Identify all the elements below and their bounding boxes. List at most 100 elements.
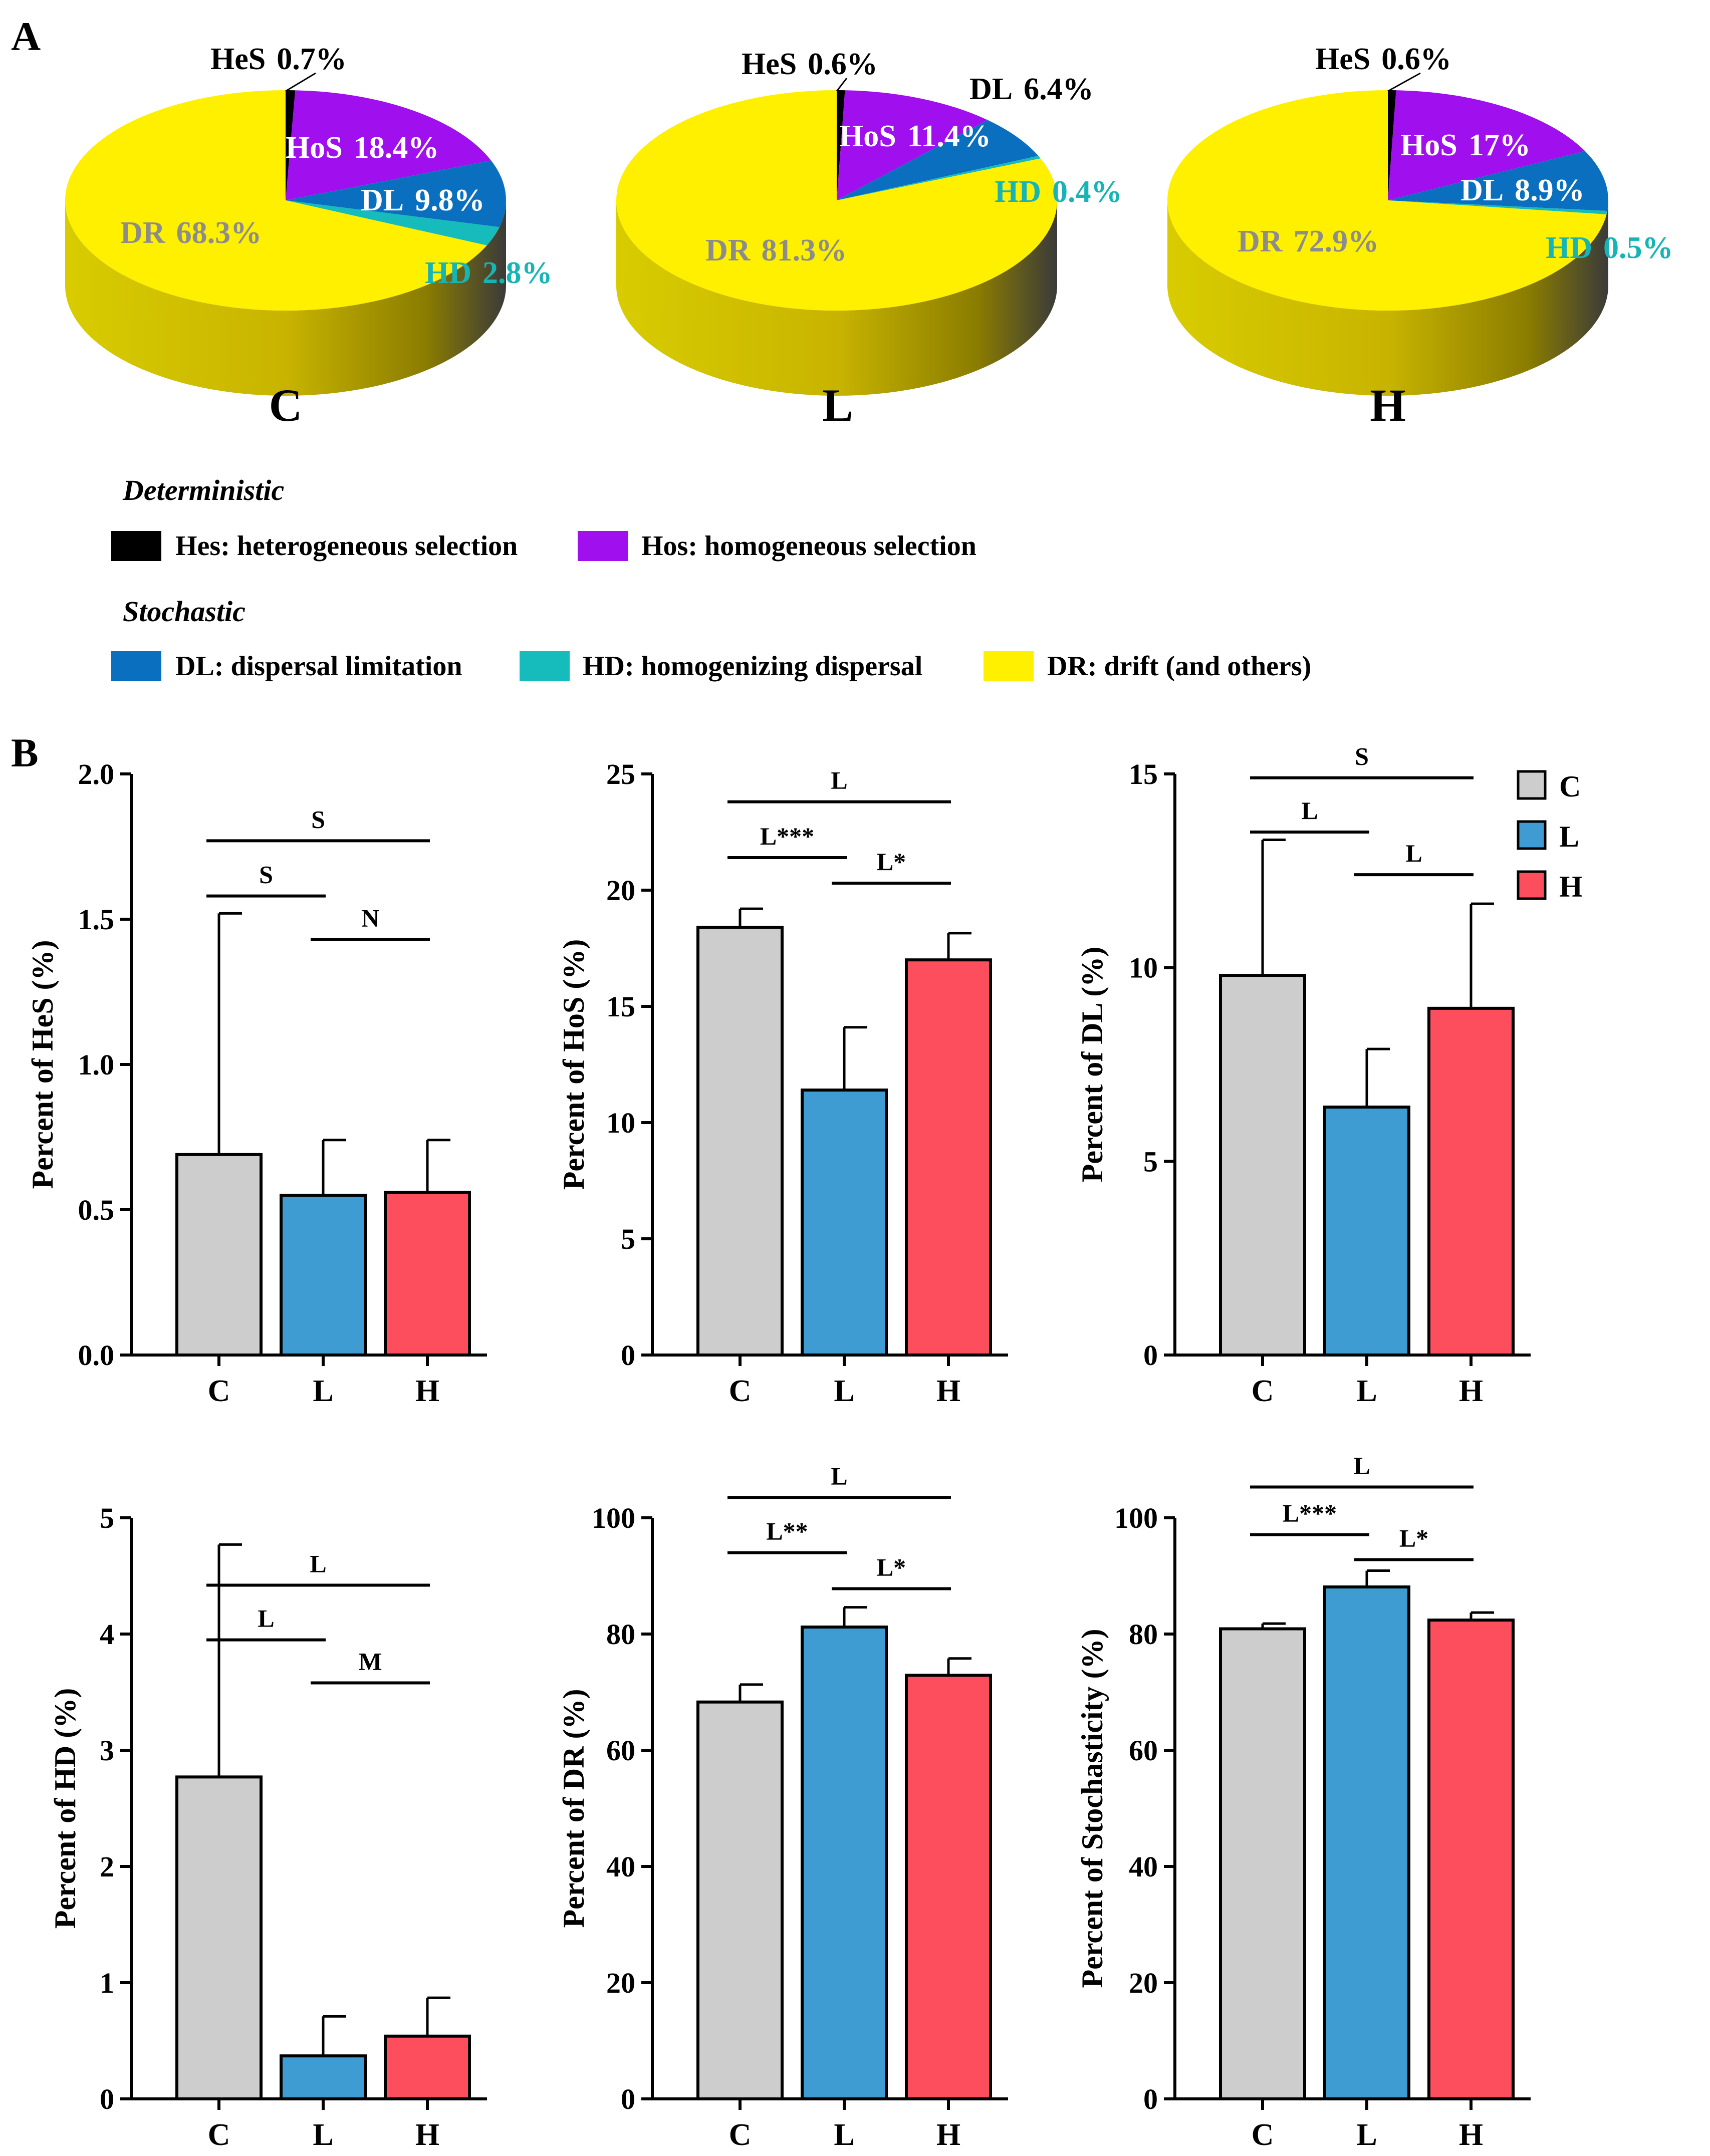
y-tick-label: 40 [606,1850,635,1883]
y-tick-label: 3 [100,1734,114,1767]
y-tick-label: 15 [1129,758,1158,790]
y-tick-label: 60 [1129,1734,1158,1767]
y-tick-label: 5 [621,1223,635,1255]
legend-swatch-dr [984,651,1034,681]
y-tick-label: 80 [606,1618,635,1651]
pie-chart-l: HeS 0.6% HoS 11.4% DL 6.4% HD 0.4% DR 81.3% L [616,47,1122,431]
legend-label-hos: Hos: homogeneous selection [641,530,976,562]
pie-slice-hes [286,90,296,200]
pie-slice-hes [837,90,845,200]
significance-label: N [361,904,379,932]
legend-label-hes: Hes: heterogeneous selection [175,530,518,562]
bar-chart-percent-of-dl: 0 5 10 15 Percent of DL (%) C L H S L L [1076,742,1531,1408]
y-tick-label: 100 [1114,1502,1158,1534]
leader-line-hes [285,72,316,92]
pie-slice-dr [1167,90,1607,311]
x-tick-label-c: C [1252,2118,1274,2152]
bar-l [280,1194,367,1357]
y-axis-label: Percent of DL (%) [1076,947,1109,1182]
significance-label: M [358,1647,382,1675]
legend-swatch-dl [111,651,161,681]
pie-slice-dl [837,120,1039,200]
y-tick-label: 1 [100,1967,114,1999]
bar-chart-percent-of-dr: 0 20 40 60 80 100 Percent of DR (%) C L H L L** L* [557,1462,1008,2152]
y-tick-label: 20 [606,1967,635,1999]
x-tick-label-c: C [1252,1374,1274,1408]
pie-label-dr: DR 72.9% [1238,224,1379,258]
bar-h [1427,1619,1515,2100]
bar-l [280,2054,367,2101]
legend-swatch-hos [578,531,628,561]
pie-label-hos: HoS 17% [1400,128,1531,162]
bar-h [905,1674,992,2101]
significance-label: L [831,1462,847,1490]
y-tick-label: 10 [606,1107,635,1139]
panel-label-a: A [11,14,41,59]
y-tick-label: 15 [606,990,635,1023]
bar-h [384,1191,471,1357]
y-axis-label: Percent of HD (%) [49,1688,82,1929]
y-tick-label: 0 [1143,2083,1158,2115]
x-tick-label-l: L [313,1374,333,1408]
pie-label-hes: HeS 0.6% [742,47,878,81]
bar-chart-percent-of-hes: 0.0 0.5 1.0 1.5 2.0 Percent of HeS (%) C L H S S N [26,758,487,1408]
bar-chart-percent-of-hos: 0 5 10 15 20 25 Percent of HoS (%) C L H L L*** L* [557,758,1008,1408]
significance-label: L*** [1283,1499,1337,1527]
pie-chart-c: HeS 0.7% HoS 18.4% DL 9.8% HD 2.8% DR 68.3% C [65,42,553,431]
significance-label: L* [1399,1524,1428,1552]
pie-label-hes: HeS 0.7% [210,42,347,76]
significance-label: L* [877,1553,906,1581]
x-tick-label-h: H [1459,2118,1483,2152]
pie-label-dl: DL 8.9% [1460,173,1585,207]
significance-label: L*** [760,822,814,850]
pie-rim-l [616,200,1057,396]
bar-legend-swatch-l [1517,820,1547,850]
pie-slice-hos [286,90,492,200]
x-tick-label-l: L [834,2118,854,2152]
pie-rim-h [1167,200,1608,396]
pie-label-hos: HoS 18.4% [286,131,439,165]
y-tick-label: 20 [606,874,635,907]
bar-l [801,1089,888,1357]
significance-label: L [1405,839,1422,867]
y-tick-label: 0 [1143,1339,1158,1372]
bar-l [1323,1106,1410,1357]
y-axis-label: Percent of DR (%) [557,1689,590,1928]
pie-label-hd: HD 0.4% [995,175,1122,209]
legend-label-dl: DL: dispersal limitation [175,651,462,682]
significance-label: L* [877,848,906,876]
x-tick-label-h: H [415,1374,439,1408]
pie-slice-hd [1388,200,1607,214]
x-tick-label-h: H [936,1374,960,1408]
legend-label-hd: HD: homogenizing dispersal [583,651,922,682]
pie-label-hos: HoS 11.4% [839,119,991,153]
y-axis-label: Percent of Stochasticity (%) [1076,1629,1109,1988]
legend-label-dr: DR: drift (and others) [1047,651,1311,682]
legend-deterministic-title: Deterministic [122,474,284,506]
pie-title-l: L [822,380,853,431]
legend-stochastic-title: Stochastic [123,595,246,628]
bar-c [175,1153,263,1357]
y-tick-label: 25 [606,758,635,790]
y-axis-label: Percent of HeS (%) [26,940,59,1189]
y-tick-label: 60 [606,1734,635,1767]
pie-label-dl: DL 9.8% [361,183,485,217]
bar-chart-percent-of-hd: 0 1 2 3 4 5 Percent of HD (%) C L H L L M [49,1502,487,2152]
pie-title-h: H [1370,380,1406,431]
y-tick-label: 5 [1143,1145,1158,1178]
pie-slice-dl [1388,151,1608,211]
x-tick-label-c: C [208,1374,230,1408]
pie-slice-hd [837,156,1041,200]
pie-label-dr: DR 81.3% [705,233,847,267]
bar-c [1219,974,1306,1357]
bar-c [696,1700,784,2100]
pie-slice-dr [616,90,1057,311]
x-tick-label-h: H [936,2118,960,2152]
y-tick-label: 0 [100,2083,114,2115]
panel-label-b: B [11,730,39,775]
y-tick-label: 20 [1129,1967,1158,1999]
bar-h [384,2034,471,2100]
significance-label: S [1355,742,1369,770]
